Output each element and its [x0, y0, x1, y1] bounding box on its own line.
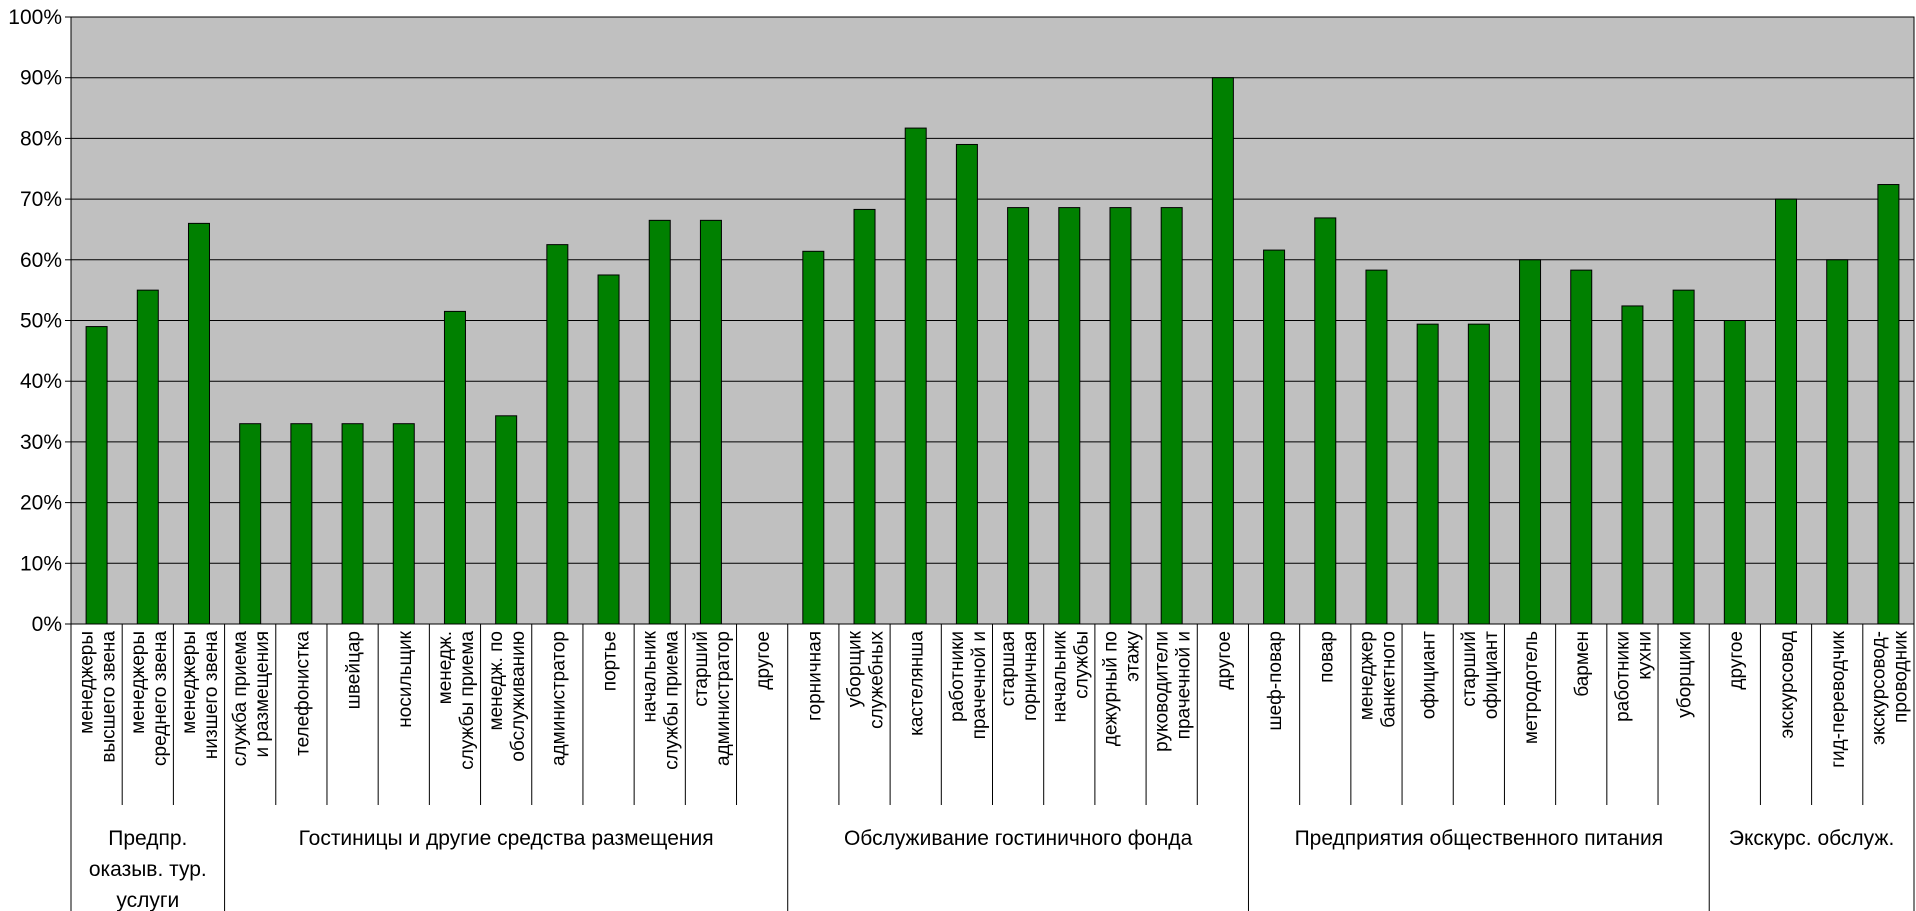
y-tick-label: 10%	[20, 552, 62, 575]
x-tick-label: повар	[1316, 631, 1337, 683]
x-tick-label: официант	[1419, 631, 1440, 719]
x-tick-label: работникипрачечной и	[947, 631, 990, 739]
y-tick-label: 30%	[20, 431, 62, 454]
y-tick-label: 80%	[20, 127, 62, 150]
bar	[546, 244, 569, 625]
bar	[443, 310, 466, 625]
x-tick-label: гид-переводчик	[1828, 630, 1849, 768]
x-tick-label: менедж.службы приема	[435, 631, 478, 770]
y-tick-label: 50%	[20, 310, 62, 333]
x-tick-label: служба приемаи размещения	[230, 631, 273, 767]
x-tick-label: метродотель	[1521, 631, 1542, 744]
bar	[136, 289, 159, 625]
axes	[70, 17, 1915, 911]
group-label: Предпр. оказыв. тур. услуги	[89, 827, 207, 911]
group-label: Экскурс. обслуж.	[1729, 827, 1894, 850]
x-tick-label: экскурсовод	[1777, 631, 1798, 739]
y-axis-ticks: 0% 10% 20% 30% 40% 50% 60% 70% 80% 90% 100%	[8, 6, 71, 636]
bars	[85, 77, 1900, 625]
bar	[392, 423, 415, 625]
bar	[597, 274, 620, 625]
gridlines	[71, 77, 1914, 564]
bar	[648, 219, 671, 625]
bar	[1314, 217, 1337, 625]
bar	[1826, 259, 1849, 625]
bar	[1672, 289, 1695, 625]
bar	[1519, 259, 1542, 625]
x-tick-label: менеджерывысшего звена	[77, 631, 120, 763]
x-tick-label: менеджербанкетного	[1356, 631, 1399, 728]
bar	[341, 423, 364, 625]
y-tick-label: 0%	[32, 613, 62, 636]
x-tick-label: менеджерысреднего звена	[128, 631, 171, 766]
bar	[1211, 77, 1234, 625]
y-tick-label: 20%	[20, 492, 62, 515]
bar	[1007, 207, 1030, 625]
x-tick-label: уборщики	[1675, 631, 1696, 718]
x-tick-label: другое	[1214, 631, 1235, 690]
x-tick-label: дежурный поэтажу	[1100, 631, 1143, 747]
x-tick-label: экскурсовод-проводник	[1868, 630, 1911, 745]
x-tick-label: кастелянша	[907, 631, 928, 736]
bar	[1877, 184, 1900, 625]
bar	[1723, 320, 1746, 625]
bar	[495, 415, 518, 625]
bar	[239, 423, 262, 625]
bar	[699, 219, 722, 625]
y-tick-label: 60%	[20, 249, 62, 272]
x-tick-label: шеф-повар	[1265, 631, 1286, 731]
bar	[955, 143, 978, 625]
group-label: Гостиницы и другие средства размещения	[299, 827, 714, 850]
x-tick-label: швейцар	[344, 631, 365, 709]
y-tick-label: 90%	[20, 67, 62, 90]
x-tick-label: другое	[753, 631, 774, 690]
x-tick-label: старшаягорничная	[998, 631, 1041, 721]
bar	[802, 250, 825, 625]
bar	[1263, 249, 1286, 625]
x-tick-label: работникикухни	[1612, 631, 1655, 722]
bar	[1467, 323, 1490, 625]
x-tick-label: руководителипрачечной и	[1152, 631, 1195, 752]
x-tick-label: телефонистка	[292, 631, 313, 756]
x-tick-label: начальникслужбы приема	[640, 630, 683, 769]
bar	[1775, 198, 1798, 625]
x-tick-label: менеджерынизшего звена	[179, 631, 222, 760]
bar	[290, 423, 313, 625]
group-label: Обслуживание гостиничного фонда	[844, 827, 1193, 850]
bar	[187, 222, 210, 625]
bar	[1416, 323, 1439, 625]
x-tick-label: старшийофициант	[1459, 631, 1502, 719]
x-tick-label: начальникслужбы	[1049, 630, 1092, 722]
x-tick-label: портье	[600, 631, 621, 691]
bar	[1058, 207, 1081, 625]
y-tick-label: 70%	[20, 188, 62, 211]
group-label: Предприятия общественного питания	[1295, 827, 1664, 850]
bar	[904, 127, 927, 625]
bar	[1621, 305, 1644, 625]
x-tick-label: старшийадминистратор	[691, 631, 734, 766]
x-tick-label: бармен	[1572, 631, 1593, 697]
x-tick-label: уборщикслужебных	[845, 630, 888, 729]
x-tick-label: менедж. пообслуживанию	[486, 631, 529, 762]
bar	[1109, 207, 1132, 625]
category-groups: Предпр. оказыв. тур. услуги Гостиницы и дру…	[89, 827, 1894, 911]
x-tick-label: горничная	[804, 631, 825, 721]
bar	[1570, 269, 1593, 625]
x-tick-label: другое	[1726, 631, 1747, 690]
y-tick-label: 40%	[20, 370, 62, 393]
y-tick-label: 100%	[8, 6, 62, 29]
bar	[1160, 207, 1183, 625]
x-axis-labels: менеджерывысшего звена менеджерысреднего …	[77, 630, 1912, 769]
x-tick-label: носильщик	[395, 630, 416, 727]
bar	[853, 208, 876, 625]
bar	[1365, 269, 1388, 625]
bar	[85, 326, 108, 625]
x-tick-label: администратор	[548, 631, 569, 766]
